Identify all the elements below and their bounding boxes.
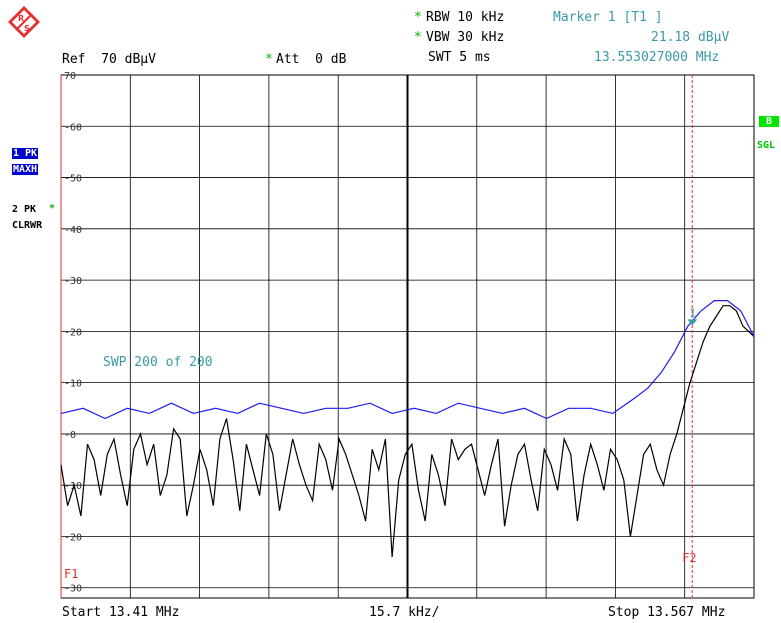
vbw-star: * [414,30,422,45]
y-tick-label: 70 [64,71,76,82]
marker-1-symbol [687,319,698,326]
y-tick-label: -10 [64,379,82,390]
marker-1-label: 1 [689,306,696,319]
trace2-detector-label: 2 PK [12,204,37,215]
trace2-mode-label: CLRWR [12,220,43,231]
trace2-clearwrite-line [60,305,755,558]
sweep-time-readout: SWT 5 ms [428,50,491,65]
trace2-star: * [49,203,56,214]
span-per-division: 15.7 kHz/ [369,605,440,620]
y-tick-label: -20 [64,327,82,338]
start-frequency: Start 13.41 MHz [62,605,180,620]
f2-label: F2 [682,551,696,565]
trace1-mode-badge: MAXH [12,164,39,175]
single-sweep-label: SGL [757,140,776,151]
stop-frequency: Stop 13.567 MHz [608,605,726,620]
y-tick-label: -30 [64,584,82,595]
y-tick-label: -20 [64,532,82,543]
b-badge: B [759,116,779,127]
rbw-star: * [414,10,422,25]
trace1-detector-badge: 1 PK [12,148,39,159]
marker-level: 21.18 dBµV [651,30,730,45]
y-tick-label: -30 [64,276,82,287]
vbw-readout: VBW 30 kHz [426,30,505,45]
marker-frequency: 13.553027000 MHz [594,50,720,65]
attenuation-readout: Att 0 dB [276,52,347,67]
y-tick-label: -40 [64,225,82,236]
rohde-schwarz-logo-icon: R S [8,6,40,38]
sweep-count-label: SWP 200 of 200 [103,355,213,370]
reference-level: Ref 70 dBµV [62,52,156,67]
y-tick-label: -60 [64,122,82,133]
y-tick-label: -50 [64,174,82,185]
y-tick-label: -0 [64,430,76,441]
att-star: * [265,52,273,67]
rbw-readout: RBW 10 kHz [426,10,505,25]
y-tick-label: -10 [64,481,82,492]
f1-label: F1 [64,567,78,581]
svg-text:R: R [18,14,24,23]
svg-text:S: S [24,24,30,33]
marker-label: Marker 1 [T1 ] [553,10,663,25]
trace1-maxhold-line [60,300,755,420]
